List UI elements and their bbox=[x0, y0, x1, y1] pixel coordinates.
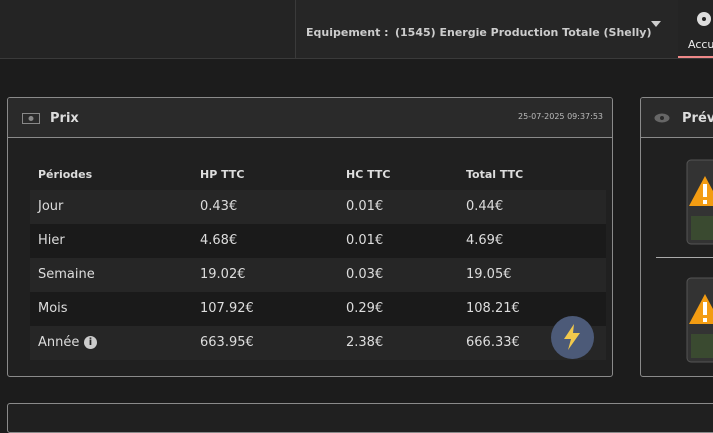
panel-title: Prix bbox=[50, 111, 79, 126]
equipment-label: Equipement : bbox=[306, 26, 389, 39]
table-row: Année 663.95€ 2.38€ 666.33€ i bbox=[30, 326, 606, 360]
panel-header: Prix 25-07-2025 09:37:53 bbox=[8, 98, 612, 138]
column-header: Total TTC bbox=[466, 168, 524, 181]
period-cell: Mois bbox=[38, 301, 68, 316]
price-cell: 4.68€ bbox=[200, 233, 238, 248]
dropdown-arrow bbox=[651, 21, 661, 27]
table-header: Périodes HP TTC HC TTC Total TTC bbox=[30, 156, 606, 190]
column-header: HC TTC bbox=[346, 168, 391, 181]
money-icon bbox=[22, 113, 40, 124]
price-cell: 107.92€ bbox=[200, 301, 254, 316]
price-cell: 0.44€ bbox=[466, 199, 504, 214]
price-cell: 0.43€ bbox=[200, 199, 238, 214]
table-row: Mois 107.92€ 0.29€ 108.21€ bbox=[30, 292, 606, 326]
price-cell: 19.02€ bbox=[200, 267, 246, 282]
timestamp: 25-07-2025 09:37:53 bbox=[518, 112, 603, 121]
tab-label: Accu bbox=[688, 38, 713, 51]
table-row: Jour 0.43€ 0.01€ 0.44€ bbox=[30, 190, 606, 224]
top-bar: Equipement : (1545) Energie Production T… bbox=[0, 0, 713, 59]
eye-icon bbox=[654, 113, 670, 123]
price-cell: 19.05€ bbox=[466, 267, 512, 282]
price-cell: 666.33€ bbox=[466, 335, 520, 350]
price-cell: 2.38€ bbox=[346, 335, 384, 350]
table-row: Semaine 19.02€ 0.03€ 19.05€ bbox=[30, 258, 606, 292]
battery-warning bbox=[686, 277, 713, 363]
forecast-panel: Prévi bbox=[640, 97, 713, 377]
price-cell: 663.95€ bbox=[200, 335, 254, 350]
equipment-value: (1545) Energie Production Totale (Shelly… bbox=[395, 26, 652, 39]
dashboard-icon bbox=[697, 12, 711, 26]
price-cell: 108.21€ bbox=[466, 301, 520, 316]
price-cell: 0.01€ bbox=[346, 233, 384, 248]
divider bbox=[656, 257, 713, 258]
period-cell: Année bbox=[38, 335, 80, 350]
bolt-icon bbox=[564, 324, 580, 350]
price-cell: 0.03€ bbox=[346, 267, 384, 282]
panel-header: Prévi bbox=[641, 98, 713, 138]
price-cell: 0.29€ bbox=[346, 301, 384, 316]
price-cell: 4.69€ bbox=[466, 233, 504, 248]
info-icon[interactable]: i bbox=[84, 336, 97, 349]
panel-title: Prévi bbox=[682, 111, 713, 126]
period-cell: Semaine bbox=[38, 267, 95, 282]
home-tab[interactable]: Accu bbox=[678, 0, 713, 58]
period-cell: Hier bbox=[38, 233, 65, 248]
next-panel bbox=[7, 403, 713, 433]
price-panel: Prix 25-07-2025 09:37:53 Périodes HP TTC H… bbox=[7, 97, 613, 377]
equipment-selector[interactable]: Equipement : (1545) Energie Production T… bbox=[295, 0, 678, 58]
column-header: Périodes bbox=[38, 168, 93, 181]
column-header: HP TTC bbox=[200, 168, 245, 181]
battery-warning bbox=[686, 159, 713, 245]
table-row: Hier 4.68€ 0.01€ 4.69€ bbox=[30, 224, 606, 258]
price-cell: 0.01€ bbox=[346, 199, 384, 214]
energy-button[interactable] bbox=[551, 316, 594, 359]
period-cell: Jour bbox=[38, 199, 64, 214]
